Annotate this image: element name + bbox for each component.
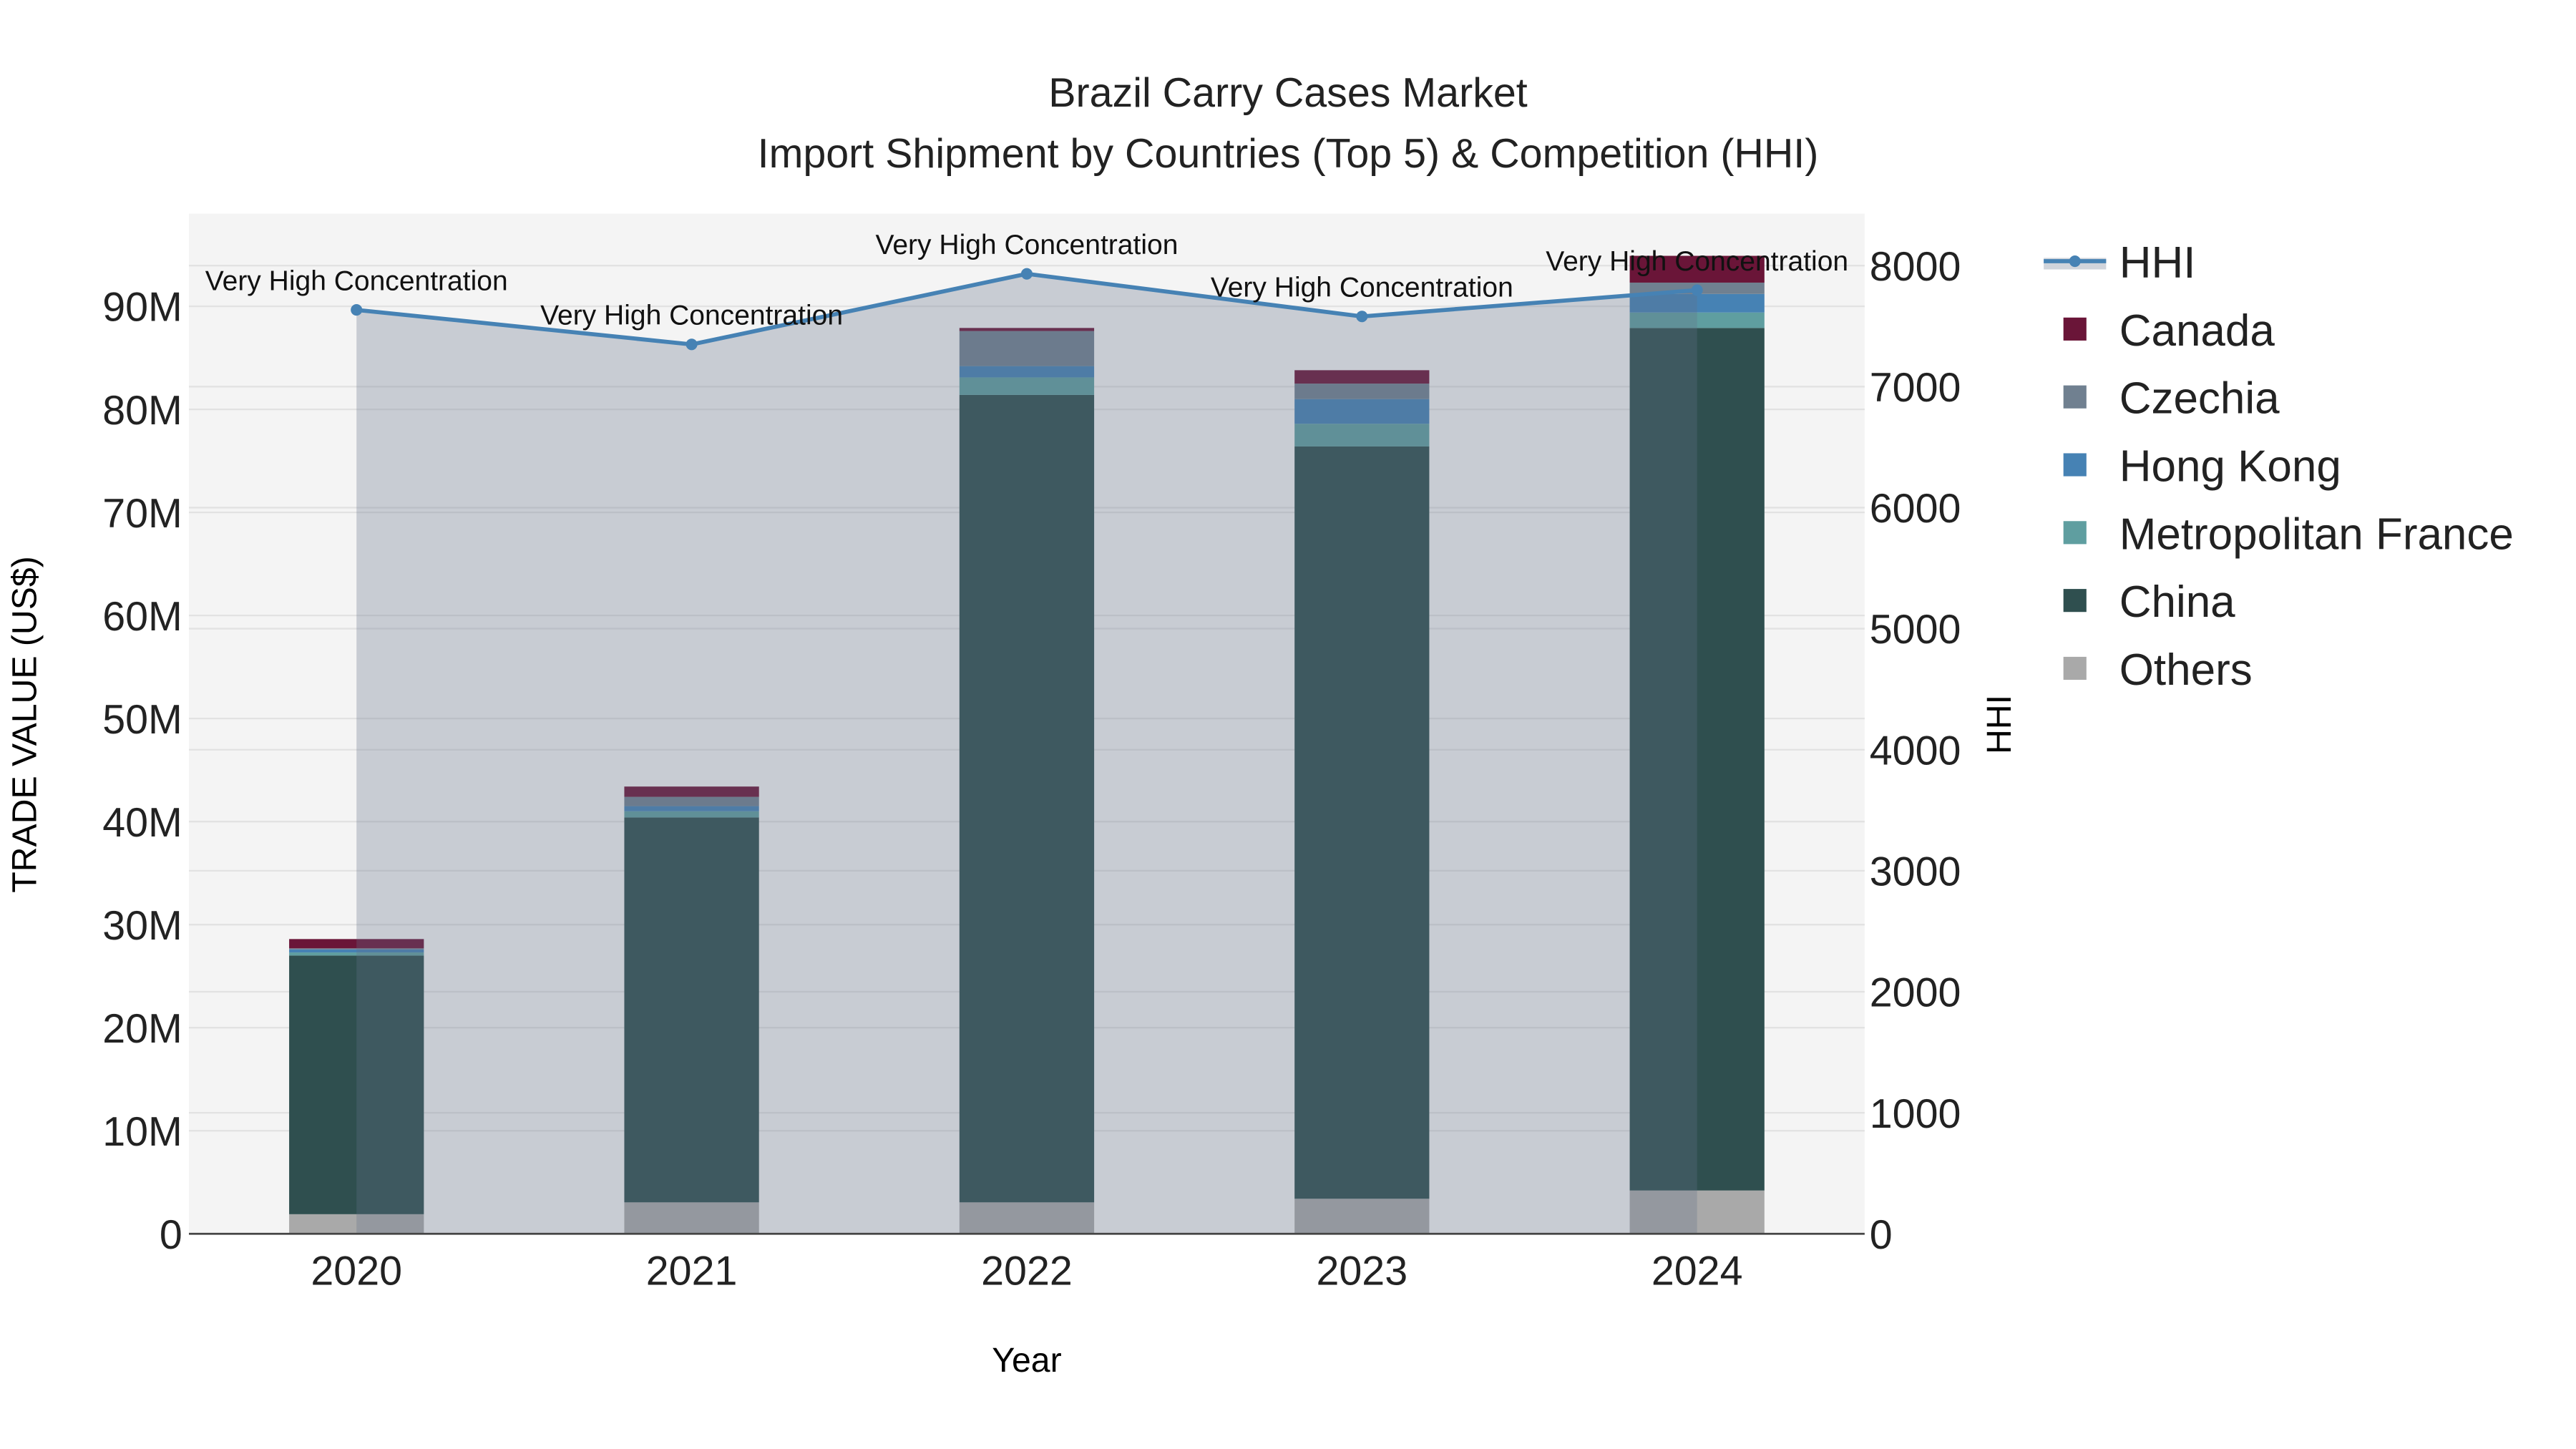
hhi-annotation: Very High Concentration — [540, 301, 843, 331]
y-axis-title: TRADE VALUE (US$) — [6, 556, 44, 893]
legend-hhi-marker-icon — [2069, 255, 2081, 268]
bar-others[interactable] — [959, 1202, 1095, 1234]
hhi-point[interactable] — [1020, 268, 1033, 280]
bar-hong-kong[interactable] — [959, 366, 1095, 378]
legend-item-label[interactable]: Czechia — [2119, 374, 2280, 424]
legend-item-label[interactable]: China — [2119, 577, 2235, 627]
bar-hong-kong[interactable] — [1629, 293, 1765, 313]
chart-title: Brazil Carry Cases Market — [1048, 70, 1528, 116]
x-axis-title: Year — [992, 1341, 1061, 1380]
hhi-annotation: Very High Concentration — [1211, 273, 1513, 303]
y-tick-label: 50M — [102, 697, 182, 743]
legend-item-label[interactable]: Hong Kong — [2119, 441, 2341, 491]
x-tick-label: 2024 — [1652, 1248, 1743, 1294]
bar-others[interactable] — [289, 1214, 424, 1234]
bar-china[interactable] — [1629, 328, 1765, 1191]
y2-tick-label: 1000 — [1870, 1091, 1961, 1137]
bar-china[interactable] — [959, 394, 1095, 1203]
y2-tick-label: 2000 — [1870, 970, 1961, 1016]
y-tick-label: 0 — [160, 1212, 182, 1258]
y-tick-label: 70M — [102, 491, 182, 537]
bar-metropolitan-france[interactable] — [289, 952, 424, 956]
y2-tick-label: 5000 — [1870, 607, 1961, 653]
bar-metropolitan-france[interactable] — [1629, 312, 1765, 328]
bar-china[interactable] — [289, 955, 424, 1214]
bar-hong-kong[interactable] — [289, 949, 424, 953]
x-tick-label: 2021 — [646, 1248, 738, 1294]
bar-others[interactable] — [1294, 1199, 1430, 1234]
y2-tick-label: 8000 — [1870, 244, 1961, 290]
bar-canada[interactable] — [1294, 370, 1430, 384]
bar-canada[interactable] — [624, 786, 759, 797]
bar-china[interactable] — [624, 817, 759, 1203]
bar-czechia[interactable] — [1294, 384, 1430, 399]
y2-axis-title: HHI — [1980, 695, 2019, 754]
legend-swatch-icon — [2063, 589, 2087, 613]
y-tick-label: 30M — [102, 903, 182, 949]
legend-item-label[interactable]: Others — [2119, 645, 2253, 695]
hhi-point[interactable] — [1356, 311, 1368, 323]
bar-metropolitan-france[interactable] — [624, 811, 759, 818]
bar-canada[interactable] — [959, 328, 1095, 331]
bar-czechia[interactable] — [959, 331, 1095, 366]
bar-china[interactable] — [1294, 446, 1430, 1199]
y2-tick-label: 4000 — [1870, 728, 1961, 774]
legend-item-label[interactable]: Canada — [2119, 306, 2275, 356]
bar-others[interactable] — [624, 1202, 759, 1234]
y-tick-label: 80M — [102, 388, 182, 434]
legend-swatch-icon — [2063, 453, 2087, 477]
hhi-annotation: Very High Concentration — [205, 266, 508, 297]
legend: HHI Canada Czechia Hong Kong Metropolitan Fr… — [2044, 238, 2514, 695]
legend-swatch-icon — [2063, 385, 2087, 409]
chart-subtitle: Import Shipment by Countries (Top 5) & C… — [758, 131, 1819, 177]
bar-czechia[interactable] — [624, 796, 759, 806]
hhi-annotation: Very High Concentration — [1546, 246, 1848, 277]
hhi-area — [356, 273, 1697, 1234]
bar-others[interactable] — [1629, 1190, 1765, 1234]
y2-tick-label: 3000 — [1870, 849, 1961, 895]
x-tick-label: 2023 — [1316, 1248, 1407, 1294]
legend-item-label[interactable]: Metropolitan France — [2119, 509, 2514, 559]
legend-item-label[interactable]: HHI — [2119, 238, 2196, 288]
x-tick-label: 2020 — [311, 1248, 402, 1294]
legend-swatch-icon — [2063, 317, 2087, 341]
hhi-point[interactable] — [351, 304, 363, 316]
y-tick-label: 90M — [102, 285, 182, 331]
hhi-point[interactable] — [1691, 284, 1703, 296]
bar-canada[interactable] — [289, 939, 424, 949]
bar-hong-kong[interactable] — [624, 806, 759, 811]
y-tick-label: 10M — [102, 1109, 182, 1155]
y2-tick-label: 0 — [1870, 1212, 1893, 1258]
bar-canada[interactable] — [1629, 255, 1765, 283]
bar-czechia[interactable] — [289, 948, 424, 950]
y-tick-label: 40M — [102, 800, 182, 846]
y2-tick-label: 7000 — [1870, 365, 1961, 411]
legend-swatch-icon — [2063, 656, 2087, 680]
hhi-point[interactable] — [686, 338, 698, 351]
y2-tick-label: 6000 — [1870, 486, 1961, 532]
x-tick-label: 2022 — [981, 1248, 1073, 1294]
bar-metropolitan-france[interactable] — [959, 377, 1095, 395]
hhi-annotation: Very High Concentration — [875, 230, 1178, 260]
bar-metropolitan-france[interactable] — [1294, 424, 1430, 447]
legend-swatch-icon — [2063, 521, 2087, 545]
y-tick-label: 20M — [102, 1006, 182, 1052]
y-tick-label: 60M — [102, 594, 182, 640]
bar-hong-kong[interactable] — [1294, 399, 1430, 424]
